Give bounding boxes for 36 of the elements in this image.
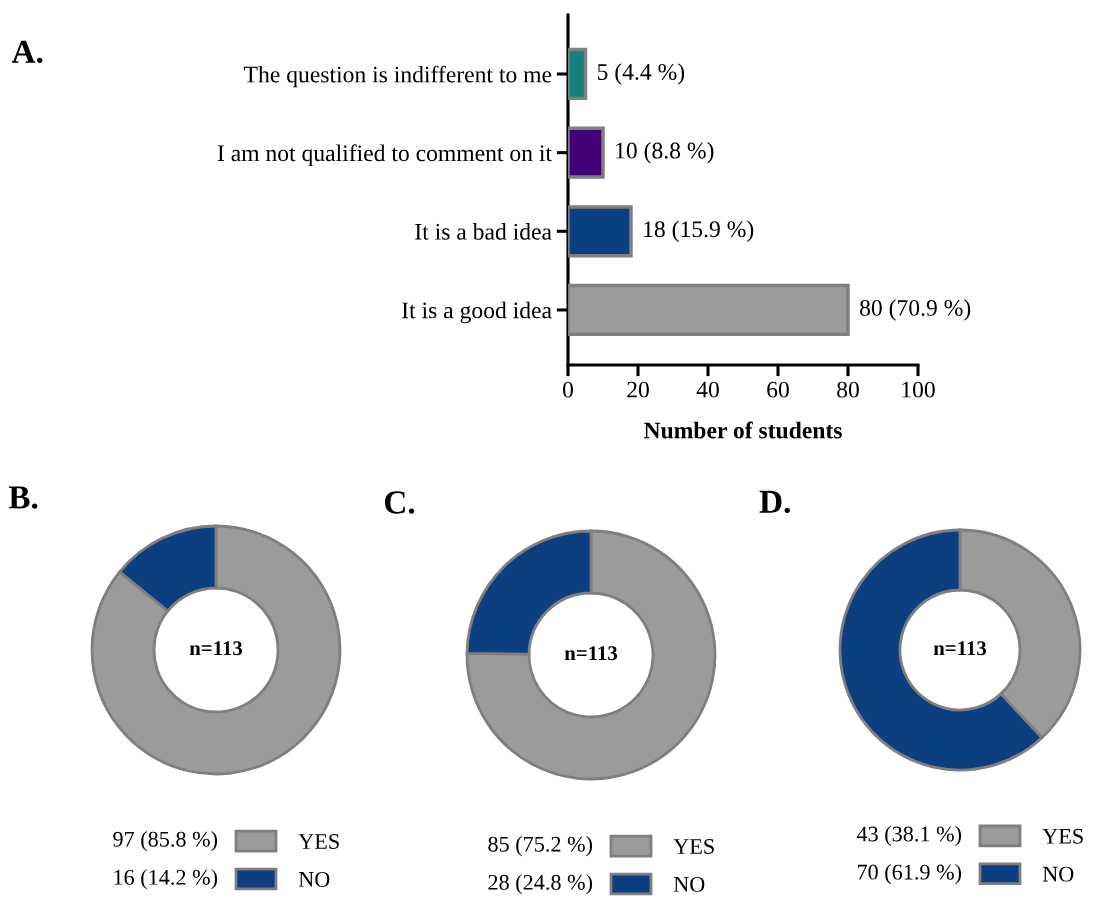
legend-label: YES [1042,828,1083,844]
legend-label: YES [298,834,339,849]
data-label: 16 (14.2 %) [114,869,218,890]
x-tick-label: 60 [767,381,789,398]
data-label: 80 (70.9 %) [860,299,971,321]
data-label: 10 (8.8 %) [616,141,714,164]
data-label: 85 (75.2 %) [488,836,593,857]
text: n=113 [564,646,618,661]
data-label: 43 (38.1 %) [856,825,962,847]
data-label: 18 (15.9 %) [644,220,754,242]
y-tick-label: The question is indifferent to me [244,65,552,88]
chart-title: B. [8,486,38,509]
x-tick-label: 40 [696,381,719,398]
x-tick-label: 100 [902,381,935,398]
y-tick-label: It is a bad idea [415,223,552,240]
data-label: 97 (85.8 %) [113,831,218,852]
x-tick-label: 0 [563,381,573,398]
y-tick-label: It is a good idea [402,301,552,324]
chart-title: D. [759,490,790,514]
data-label: 28 (24.8 %) [488,874,593,895]
x-axis-title: Number of students [643,421,842,439]
text: n=113 [933,641,987,656]
x-tick-label: 20 [627,381,649,398]
legend-label: NO [673,876,705,892]
x-tick-label: 80 [837,381,859,398]
legend-label: NO [298,871,330,887]
donut-slice [90,524,342,776]
legend-label: YES [673,839,714,854]
data-label: 5 (4.4 %) [597,63,685,85]
text: A. [11,40,43,64]
chart-title: C. [384,491,415,514]
y-tick-label: I am not qualified to comment on it [217,144,552,166]
text: n=113 [189,641,243,656]
donut-slice [465,529,717,781]
data-label: 70 (61.9 %) [857,863,962,885]
legend-label: NO [1042,866,1074,882]
